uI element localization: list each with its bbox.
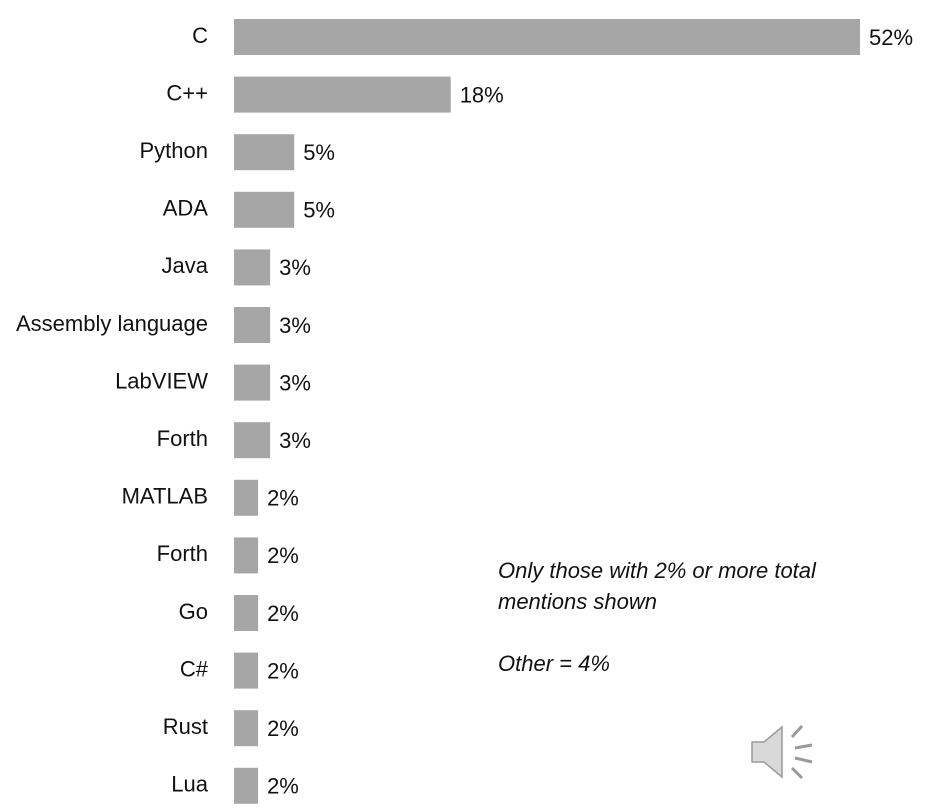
value-label: 2% [267,601,299,626]
value-label: 5% [303,198,335,223]
category-label: C++ [166,80,208,105]
annotation-text: Other = 4% [498,651,610,676]
bar [234,19,860,55]
value-label: 5% [303,140,335,165]
category-label: C# [180,656,209,681]
bar [234,364,271,401]
category-label: Lua [171,772,208,797]
category-label: Go [179,599,208,624]
annotation: Only those with 2% or more total mention… [498,555,843,710]
speaker-icon [751,724,813,780]
bar [234,191,295,228]
category-label: C [192,23,208,48]
value-label: 3% [279,255,311,280]
value-label: 3% [279,313,311,338]
bar [234,76,451,113]
category-label: MATLAB [122,484,208,509]
value-label: 2% [267,716,299,741]
bar [234,479,259,516]
bar [234,710,259,747]
category-label: Forth [157,426,208,451]
value-label: 2% [267,774,299,799]
bar [234,767,259,804]
bar [234,537,259,574]
annotation-text: Only those with 2% or more total mention… [498,558,816,614]
value-label: 3% [279,370,311,395]
value-label: 2% [267,486,299,511]
category-label: Python [140,138,209,163]
bar [234,422,271,459]
value-label: 3% [279,428,311,453]
bar [234,595,259,631]
value-label: 2% [267,658,299,683]
category-label: Assembly language [16,311,208,336]
category-label: Rust [163,714,208,739]
bar [234,307,271,343]
category-label: LabVIEW [115,368,208,393]
value-label: 18% [460,82,504,107]
category-label: ADA [163,196,209,221]
category-label: Forth [157,541,208,566]
bar [234,249,271,286]
category-label: Java [162,253,209,278]
value-label: 2% [267,543,299,568]
value-label: 52% [869,25,913,50]
bar [234,134,295,171]
bar [234,652,259,689]
